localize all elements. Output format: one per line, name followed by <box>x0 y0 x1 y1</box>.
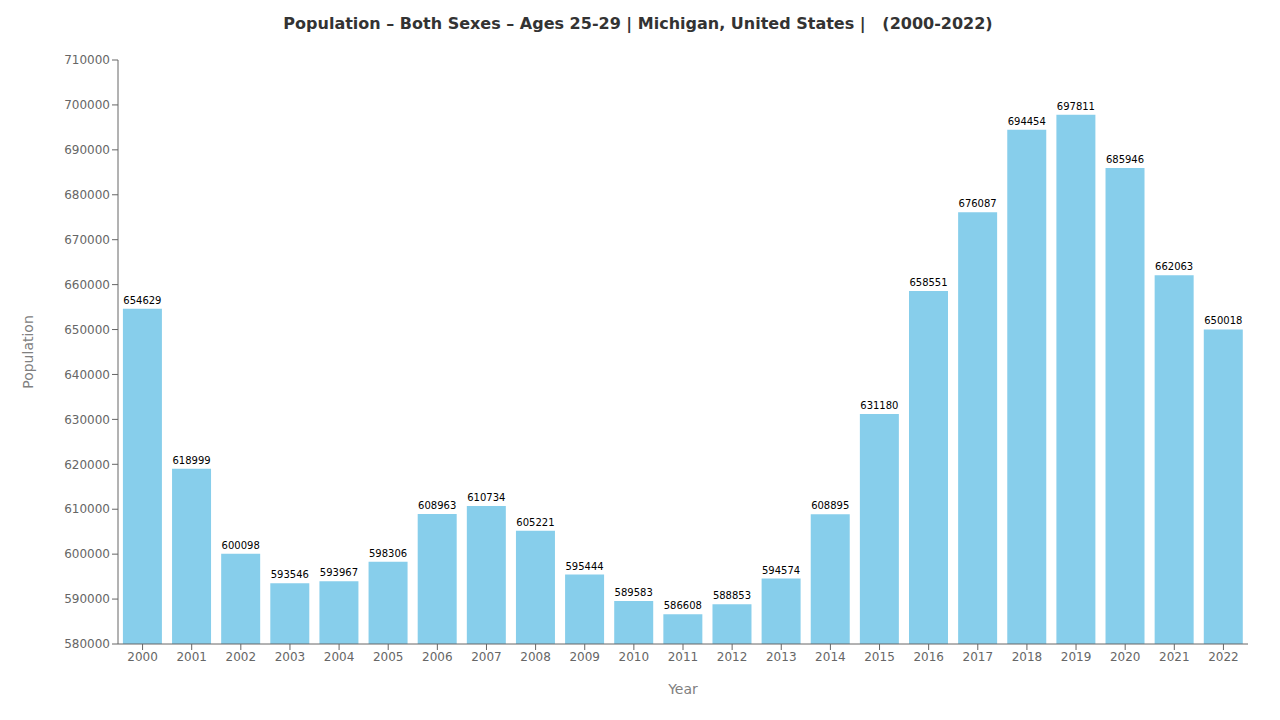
svg-text:2015: 2015 <box>864 650 895 664</box>
svg-text:694454: 694454 <box>1008 116 1046 127</box>
svg-text:2001: 2001 <box>176 650 207 664</box>
svg-text:697811: 697811 <box>1057 101 1095 112</box>
svg-text:650000: 650000 <box>64 323 110 337</box>
svg-text:685946: 685946 <box>1106 154 1144 165</box>
svg-text:2000: 2000 <box>127 650 158 664</box>
svg-text:2016: 2016 <box>913 650 944 664</box>
svg-text:2020: 2020 <box>1110 650 1141 664</box>
svg-text:605221: 605221 <box>516 517 554 528</box>
svg-text:690000: 690000 <box>64 143 110 157</box>
svg-text:2014: 2014 <box>815 650 846 664</box>
svg-text:593967: 593967 <box>320 567 358 578</box>
svg-text:710000: 710000 <box>64 53 110 67</box>
svg-text:2018: 2018 <box>1012 650 1043 664</box>
svg-text:590000: 590000 <box>64 592 110 606</box>
svg-text:595444: 595444 <box>565 561 603 572</box>
svg-text:662063: 662063 <box>1155 261 1193 272</box>
svg-text:610734: 610734 <box>467 492 505 503</box>
svg-text:2003: 2003 <box>275 650 306 664</box>
svg-text:2022: 2022 <box>1208 650 1239 664</box>
svg-text:650018: 650018 <box>1204 315 1242 326</box>
svg-text:640000: 640000 <box>64 368 110 382</box>
svg-text:2017: 2017 <box>963 650 994 664</box>
svg-text:600098: 600098 <box>222 540 260 551</box>
svg-text:2021: 2021 <box>1159 650 1190 664</box>
svg-text:593546: 593546 <box>271 569 309 580</box>
svg-text:Year: Year <box>667 681 698 697</box>
svg-text:658551: 658551 <box>909 277 947 288</box>
svg-text:580000: 580000 <box>64 637 110 651</box>
svg-text:2010: 2010 <box>619 650 650 664</box>
svg-text:2013: 2013 <box>766 650 797 664</box>
svg-text:598306: 598306 <box>369 548 407 559</box>
svg-text:594574: 594574 <box>762 565 800 576</box>
svg-text:586608: 586608 <box>664 600 702 611</box>
svg-text:670000: 670000 <box>64 233 110 247</box>
svg-text:608963: 608963 <box>418 500 456 511</box>
svg-text:2006: 2006 <box>422 650 453 664</box>
svg-text:588853: 588853 <box>713 590 751 601</box>
svg-text:2007: 2007 <box>471 650 502 664</box>
svg-text:2002: 2002 <box>226 650 257 664</box>
svg-text:654629: 654629 <box>123 295 161 306</box>
svg-text:2005: 2005 <box>373 650 404 664</box>
svg-text:631180: 631180 <box>860 400 898 411</box>
svg-text:2012: 2012 <box>717 650 748 664</box>
svg-text:610000: 610000 <box>64 502 110 516</box>
svg-text:608895: 608895 <box>811 500 849 511</box>
svg-text:676087: 676087 <box>959 198 997 209</box>
svg-text:Population: Population <box>20 315 36 389</box>
svg-text:2009: 2009 <box>569 650 600 664</box>
svg-text:600000: 600000 <box>64 547 110 561</box>
svg-text:589583: 589583 <box>615 587 653 598</box>
svg-text:2019: 2019 <box>1061 650 1092 664</box>
svg-text:2011: 2011 <box>668 650 699 664</box>
svg-text:660000: 660000 <box>64 278 110 292</box>
svg-text:618999: 618999 <box>172 455 210 466</box>
svg-text:2008: 2008 <box>520 650 551 664</box>
svg-text:630000: 630000 <box>64 413 110 427</box>
svg-text:2004: 2004 <box>324 650 355 664</box>
svg-text:680000: 680000 <box>64 188 110 202</box>
svg-text:700000: 700000 <box>64 98 110 112</box>
html-text:Population – Both Sexes – Ages: Population – Both Sexes – Ages 25-29 | M… <box>283 14 993 33</box>
svg-text:620000: 620000 <box>64 458 110 472</box>
